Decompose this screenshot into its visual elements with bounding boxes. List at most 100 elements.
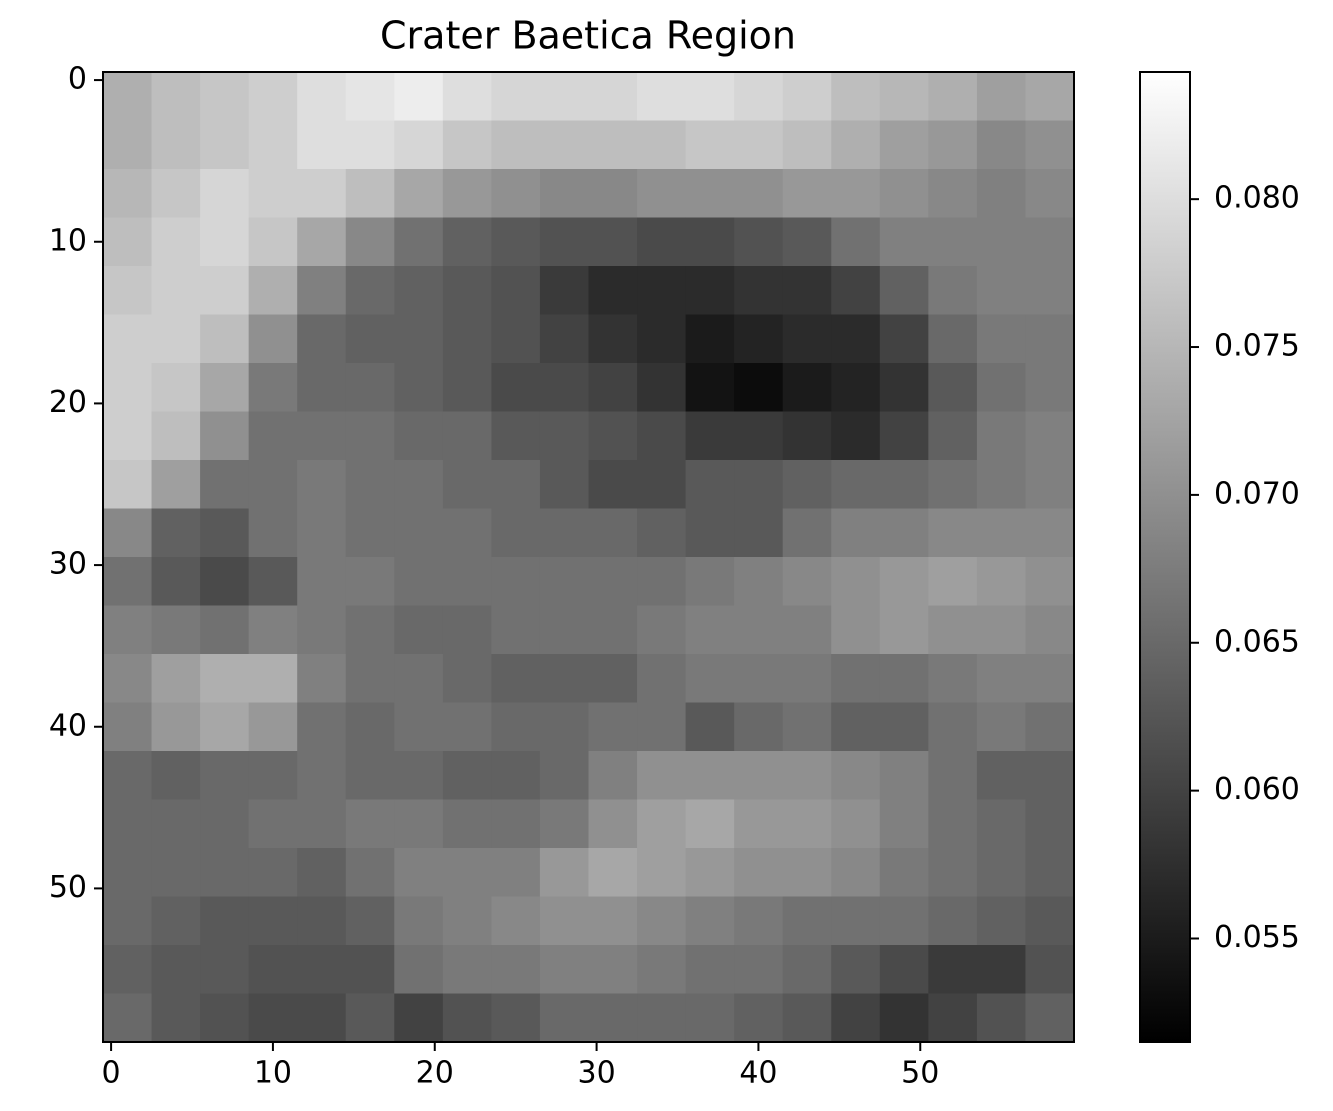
heatmap-cell (928, 169, 978, 219)
heatmap-cell (394, 654, 444, 704)
heatmap-cell (539, 654, 590, 704)
heatmap-cell (394, 72, 444, 122)
heatmap-cell (782, 217, 832, 267)
heatmap-cell (200, 266, 250, 316)
heatmap-cell (588, 363, 638, 413)
heatmap-cell (442, 217, 492, 267)
heatmap-cell (685, 217, 735, 267)
heatmap-cell (831, 120, 881, 170)
heatmap-cell (248, 799, 298, 849)
heatmap-cell (685, 72, 735, 122)
heatmap-cell (831, 751, 881, 801)
heatmap-cell (637, 314, 687, 364)
heatmap-cell (103, 751, 153, 801)
heatmap-cell (200, 508, 250, 558)
heatmap-cell (588, 896, 638, 946)
heatmap-cell (394, 508, 444, 558)
heatmap-cell (1025, 896, 1075, 946)
heatmap-cell (248, 557, 298, 607)
heatmap-cell (151, 363, 201, 413)
heatmap-cell (928, 411, 978, 461)
heatmap-cell (491, 945, 541, 995)
heatmap-cell (151, 993, 201, 1043)
heatmap-cell (1025, 120, 1075, 170)
heatmap-cell (928, 72, 978, 122)
heatmap-cell (345, 605, 395, 655)
heatmap-cell (103, 169, 153, 219)
heatmap-cell (539, 799, 590, 849)
heatmap-cell (685, 751, 735, 801)
heatmap-cell (782, 72, 832, 122)
heatmap-cell (1025, 654, 1075, 704)
heatmap-cell (394, 702, 444, 752)
heatmap-cell (297, 508, 347, 558)
heatmap-cell (1025, 411, 1075, 461)
heatmap-cell (685, 945, 735, 995)
heatmap-cell (539, 411, 590, 461)
heatmap-cell (248, 508, 298, 558)
heatmap-cell (1025, 460, 1075, 510)
heatmap-cell (297, 120, 347, 170)
heatmap-cell (976, 363, 1027, 413)
heatmap-cell (151, 120, 201, 170)
colorbar-tick-label: 0.065 (1214, 624, 1300, 659)
heatmap-cell (442, 411, 492, 461)
heatmap-cell (976, 72, 1027, 122)
heatmap-cell (928, 799, 978, 849)
heatmap-cell (394, 751, 444, 801)
heatmap-cell (831, 508, 881, 558)
heatmap-cell (782, 169, 832, 219)
heatmap-cell (345, 993, 395, 1043)
heatmap-cell (782, 702, 832, 752)
heatmap-cell (539, 848, 590, 898)
heatmap-cell (879, 751, 929, 801)
heatmap-cell (782, 557, 832, 607)
heatmap-cell (976, 993, 1027, 1043)
heatmap-cell (491, 654, 541, 704)
heatmap-cell (248, 314, 298, 364)
heatmap-cell (685, 605, 735, 655)
heatmap-cell (297, 169, 347, 219)
heatmap-cell (539, 993, 590, 1043)
colorbar-tick-label: 0.075 (1214, 329, 1300, 364)
heatmap-cell (1025, 945, 1075, 995)
heatmap-cell (976, 411, 1027, 461)
heatmap-cell (491, 557, 541, 607)
heatmap-cell (734, 654, 784, 704)
heatmap-cell (539, 751, 590, 801)
heatmap-cell (103, 896, 153, 946)
heatmap-cell (685, 848, 735, 898)
heatmap-cell (345, 460, 395, 510)
heatmap-cell (151, 72, 201, 122)
heatmap-cell (200, 72, 250, 122)
heatmap-cell (1025, 72, 1075, 122)
heatmap-cell (1025, 848, 1075, 898)
heatmap-cell (976, 799, 1027, 849)
heatmap-cell (879, 169, 929, 219)
heatmap-cell (734, 751, 784, 801)
heatmap-cell (879, 896, 929, 946)
heatmap-cell (103, 217, 153, 267)
heatmap-cell (976, 217, 1027, 267)
heatmap-cell (394, 169, 444, 219)
heatmap-cell (1025, 217, 1075, 267)
heatmap-cell (1025, 363, 1075, 413)
heatmap-cell (685, 169, 735, 219)
heatmap-cell (1025, 169, 1075, 219)
heatmap-cell (248, 654, 298, 704)
x-tick-label: 10 (254, 1056, 292, 1091)
heatmap-cell (637, 751, 687, 801)
heatmap-cell (297, 460, 347, 510)
heatmap-cell (539, 605, 590, 655)
colorbar-tick-label: 0.070 (1214, 476, 1300, 511)
heatmap-cell (879, 411, 929, 461)
heatmap-cell (345, 120, 395, 170)
heatmap-cell (151, 460, 201, 510)
y-tick-label: 20 (49, 385, 87, 420)
heatmap-cell (345, 508, 395, 558)
heatmap-cell (928, 945, 978, 995)
heatmap-cell (637, 945, 687, 995)
heatmap-cell (491, 460, 541, 510)
heatmap-cell (831, 363, 881, 413)
heatmap-cell (394, 945, 444, 995)
